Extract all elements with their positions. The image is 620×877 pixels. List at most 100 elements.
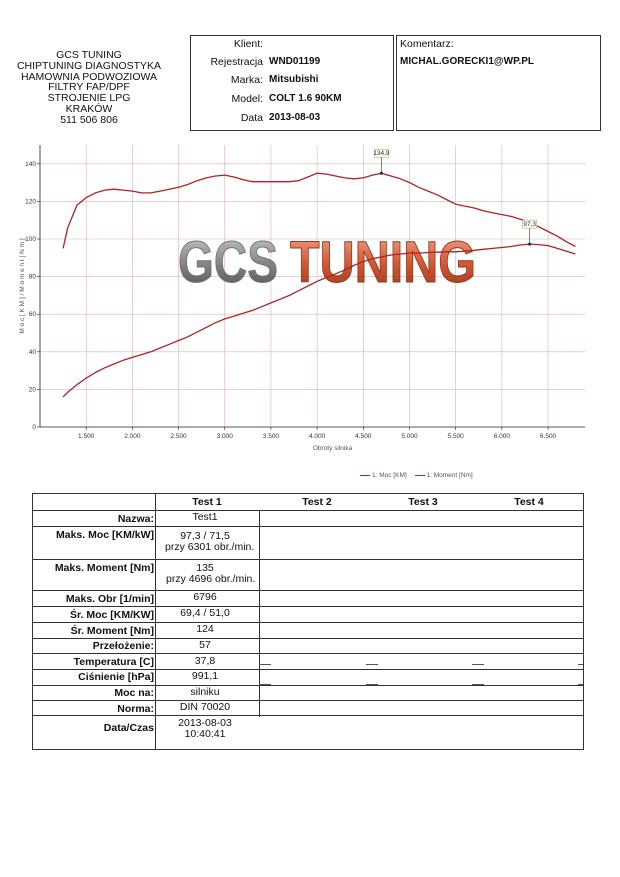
client-box: Klient: Rejestracja WND01199 Marka: Mits… xyxy=(190,35,394,131)
company-line: STROJENIE LPG xyxy=(47,92,131,105)
legend-label: 1: Moc [KM] xyxy=(372,472,407,479)
company-line: 511 506 806 xyxy=(60,113,118,126)
row-label: Norma: xyxy=(117,703,154,715)
row-label: Maks. Obr [1/min] xyxy=(65,593,154,605)
cell-value: 97,3 / 71,5 xyxy=(180,530,230,542)
x-axis-title: Obroty silnika xyxy=(313,445,353,452)
table-divider xyxy=(259,510,260,717)
chart-grid xyxy=(40,145,585,427)
field-value: Mitsubishi xyxy=(269,74,319,85)
empty-cell-dash xyxy=(472,664,484,665)
field-label: Data xyxy=(240,112,263,124)
row-label: Przełożenie: xyxy=(92,640,154,652)
x-tick-label: 3.000 xyxy=(217,433,234,440)
y-tick-label: 80 xyxy=(29,274,37,281)
row-label: Śr. Moc [KM/KW] xyxy=(70,609,154,621)
chart-annotations: 134,9 97,3 xyxy=(373,148,537,246)
x-tick-label: 2.000 xyxy=(124,433,141,440)
table-divider xyxy=(33,510,583,511)
client-title: Klient: xyxy=(233,38,264,50)
table-divider xyxy=(33,590,583,591)
legend-item-power: 1: Moc [KM] xyxy=(360,472,407,479)
table-divider xyxy=(33,606,583,607)
empty-cell-dash xyxy=(259,664,271,665)
client-field-make: Marka: Mitsubishi xyxy=(191,74,395,88)
company-line: HAMOWNIA PODWOZIOWA xyxy=(20,70,158,83)
chart-axes: 0 20 40 60 80 100 120 140 1.500 2.000 2.500 3.000 3.… xyxy=(19,145,585,452)
y-tick-label: 0 xyxy=(32,424,36,431)
company-line: CHIPTUNING DIAGNOSTYKA xyxy=(16,59,162,72)
cell-value: DIN 70020 xyxy=(179,701,231,713)
column-header-test2: Test 2 xyxy=(302,496,332,508)
field-label: Rejestracja xyxy=(210,56,263,68)
cell-value: 37,8 xyxy=(194,655,216,667)
results-table: Test 1 Test 2 Test 3 Test 4 Nazwa: Test1… xyxy=(32,493,584,750)
row-label: Maks. Moc [KM/kW] xyxy=(55,529,154,541)
client-field-date: Data 2013-08-03 xyxy=(191,112,395,126)
cell-value: 69,4 / 51,0 xyxy=(180,607,230,619)
company-line: FILTRY FAP/DPF xyxy=(48,81,130,94)
cell-value: 124 xyxy=(196,623,214,635)
table-divider xyxy=(33,669,583,670)
comment-value: MICHAL.GORECKI1@WP.PL xyxy=(400,56,535,67)
table-divider xyxy=(33,638,583,639)
empty-cell-dash xyxy=(366,684,378,685)
gcs-watermark: GCS TUNING xyxy=(178,230,477,296)
x-tick-label: 4.500 xyxy=(355,433,372,440)
y-tick-label: 40 xyxy=(29,349,37,356)
x-tick-label: 5.500 xyxy=(448,433,465,440)
empty-cell-dash xyxy=(366,664,378,665)
dyno-chart: GCS TUNING 0 20 40 60 80 100 120 140 1.500 2.000 2… xyxy=(19,145,585,452)
cell-value-time: 10:40:41 xyxy=(184,728,226,740)
x-tick-label: 4.000 xyxy=(309,433,326,440)
empty-cell-dash xyxy=(578,684,583,685)
empty-cell-dash xyxy=(259,684,271,685)
x-tick-label: 5.000 xyxy=(401,433,418,440)
cell-value: 6796 xyxy=(193,591,217,603)
x-tick-label: 3.500 xyxy=(263,433,280,440)
chart-legend: 1: Moc [KM] 1: Moment [Nm] xyxy=(360,472,479,479)
row-label: Maks. Moment [Nm] xyxy=(54,562,154,574)
column-header-test4: Test 4 xyxy=(514,496,544,508)
table-divider xyxy=(155,494,156,749)
column-header-test1: Test 1 xyxy=(192,496,222,508)
legend-swatch xyxy=(414,474,425,476)
table-divider xyxy=(33,526,583,527)
annotation-point xyxy=(379,171,384,175)
table-divider xyxy=(33,685,583,686)
annotation-box xyxy=(522,219,537,229)
cell-value: Test1 xyxy=(192,511,218,523)
y-axis-title: M o c [ K M ] / M o m e n t [ N m ] xyxy=(19,238,26,334)
empty-cell-dash xyxy=(578,664,583,665)
row-label: Data/Czas xyxy=(103,722,154,734)
row-label: Moc na: xyxy=(114,687,154,699)
empty-cell-dash xyxy=(472,684,484,685)
company-line: KRAKÓW xyxy=(65,102,113,115)
x-tick-label: 2.500 xyxy=(170,433,187,440)
x-tick-label: 1.500 xyxy=(78,433,95,440)
comment-box: Komentarz: MICHAL.GORECKI1@WP.PL xyxy=(396,35,601,131)
annotation-box xyxy=(374,148,389,158)
comment-title: Komentarz: xyxy=(400,38,454,50)
y-tick-label: 100 xyxy=(25,236,36,243)
chart-series xyxy=(62,172,576,398)
cell-value: 2013-08-03 xyxy=(178,717,232,729)
y-tick-label: 120 xyxy=(25,198,36,205)
field-value: COLT 1.6 90KM xyxy=(269,93,342,104)
annotation-point xyxy=(528,242,532,246)
table-divider xyxy=(33,653,583,654)
watermark-part-gcs: GCS xyxy=(178,230,278,295)
company-line: GCS TUNING xyxy=(56,49,122,61)
company-info: GCS TUNING CHIPTUNING DIAGNOSTYKA HAMOWN… xyxy=(4,50,174,126)
cell-value: 135 xyxy=(196,562,214,574)
cell-value-rpm: przy 6301 obr./min. xyxy=(165,541,255,553)
cell-value: silniku xyxy=(190,686,220,698)
column-header-test3: Test 3 xyxy=(408,496,438,508)
annotation-label: 97,3 xyxy=(523,221,536,228)
cell-value: 57 xyxy=(199,639,211,651)
field-value: WND01199 xyxy=(269,56,321,67)
field-label: Model: xyxy=(231,93,263,105)
row-label: Śr. Moment [Nm] xyxy=(70,625,154,637)
watermark-part-tuning: TUNING xyxy=(290,230,476,295)
annotation-label: 134,9 xyxy=(373,150,390,157)
